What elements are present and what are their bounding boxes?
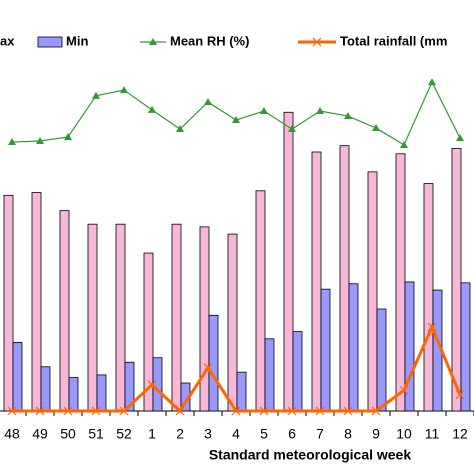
marker	[232, 116, 240, 124]
legend-marker	[312, 37, 322, 47]
bar	[339, 145, 350, 412]
legend-swatch	[37, 36, 63, 48]
bar	[292, 331, 303, 412]
bar	[404, 281, 415, 412]
marker	[399, 385, 409, 395]
x-tick-label: 52	[116, 426, 132, 442]
legend-marker	[149, 38, 157, 45]
marker	[371, 406, 381, 416]
x-tick-label: 2	[176, 426, 184, 442]
marker	[64, 133, 72, 141]
legend-label: Mean RH (%)	[170, 33, 249, 48]
x-axis-title: Standard meteorological week	[209, 447, 411, 463]
x-tick-label: 11	[425, 426, 440, 442]
marker	[288, 125, 296, 133]
bar	[208, 314, 219, 412]
bar	[3, 194, 14, 412]
bar	[227, 233, 238, 412]
x-tick-label: 51	[88, 426, 104, 442]
marker	[344, 112, 352, 120]
legend-label: Total rainfall (mm	[340, 33, 447, 48]
x-tick-label: 9	[372, 426, 380, 442]
marker	[203, 363, 213, 373]
bar	[31, 192, 42, 412]
marker	[35, 406, 45, 416]
bar	[255, 190, 266, 412]
bar	[115, 223, 126, 412]
marker	[119, 406, 129, 416]
marker	[315, 406, 325, 416]
marker	[148, 105, 156, 113]
bar	[59, 210, 70, 412]
marker	[260, 107, 268, 115]
marker	[456, 134, 464, 142]
marker	[316, 107, 324, 115]
marker	[287, 406, 297, 416]
bar	[199, 226, 210, 412]
x-tick-label: 49	[32, 426, 48, 442]
x-tick-label: 8	[344, 426, 352, 442]
marker	[120, 86, 128, 94]
bar	[124, 361, 135, 412]
marker	[91, 406, 101, 416]
bar	[423, 183, 434, 412]
bar	[320, 288, 331, 412]
marker	[36, 136, 44, 144]
line	[11, 80, 461, 146]
x-tick-label: 10	[396, 426, 412, 442]
marker	[343, 406, 353, 416]
marker	[204, 97, 212, 105]
marker	[175, 406, 185, 416]
marker	[63, 406, 73, 416]
marker	[427, 322, 437, 332]
x-tick-label: 50	[60, 426, 76, 442]
marker	[455, 390, 465, 400]
bar	[367, 171, 378, 412]
bar	[68, 377, 79, 412]
bar	[264, 338, 275, 412]
marker	[231, 406, 241, 416]
bar	[152, 357, 163, 412]
x-tick-label: 12	[452, 426, 468, 442]
x-tick-label: 6	[288, 426, 296, 442]
marker	[400, 140, 408, 148]
bar	[348, 283, 359, 412]
marker	[428, 78, 436, 86]
x-tick-label: 7	[316, 426, 324, 442]
bar	[311, 151, 322, 412]
marker	[259, 406, 269, 416]
bar	[460, 282, 471, 412]
x-tick-label: 48	[4, 426, 20, 442]
marker	[7, 406, 17, 416]
bar	[12, 342, 23, 412]
marker	[92, 91, 100, 99]
marker	[372, 123, 380, 131]
bar	[236, 371, 247, 412]
marker	[8, 138, 16, 146]
x-tick-label: 5	[260, 426, 268, 442]
bar	[40, 366, 51, 412]
bar	[283, 111, 294, 412]
marker	[147, 380, 157, 390]
bar	[171, 223, 182, 412]
bar	[376, 308, 387, 412]
bar	[143, 252, 154, 412]
bar	[395, 153, 406, 412]
legend-label: Min	[66, 33, 88, 48]
x-tick-label: 3	[204, 426, 212, 442]
x-tick-label: 1	[148, 426, 156, 442]
marker	[176, 125, 184, 133]
x-tick-label: 4	[232, 426, 240, 442]
legend-label: ax	[0, 33, 15, 48]
bar	[96, 374, 107, 412]
bar	[451, 147, 462, 412]
bar	[87, 223, 98, 412]
